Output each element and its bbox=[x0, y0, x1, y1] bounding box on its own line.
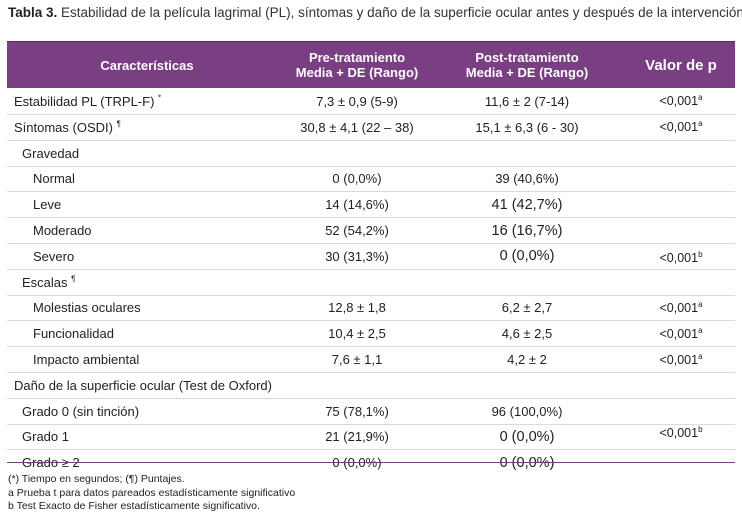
row-label: Grado 0 (sin tinción) bbox=[22, 403, 140, 419]
row-pre: 10,4 ± 2,5 bbox=[328, 326, 386, 342]
row-label: Severo bbox=[33, 248, 75, 264]
table-row: Gravedad bbox=[7, 141, 735, 167]
row-post: 0 (0,0%) bbox=[499, 248, 555, 265]
row-label: Grado 1 bbox=[22, 429, 69, 445]
row-post: 16 (16,7%) bbox=[491, 222, 563, 239]
caption-label: Tabla 3. bbox=[8, 5, 58, 20]
footnote-a: a Prueba t para datos pareados estadísti… bbox=[8, 486, 296, 499]
row-pre: 0 (0,0%) bbox=[332, 171, 382, 187]
table-row: Severo 30 (31,3%) 0 (0,0%) bbox=[7, 244, 735, 270]
table-row: Grado ≥ 2 0 (0,0%) 0 (0,0%) bbox=[7, 450, 735, 475]
row-label: Síntomas (OSDI) ¶ bbox=[14, 119, 121, 135]
header-pre: Pre-tratamiento Media + DE (Rango) bbox=[287, 42, 427, 88]
table-row: Daño de la superficie ocular (Test de Ox… bbox=[7, 373, 735, 399]
table-row: Escalas ¶ bbox=[7, 270, 735, 296]
header-post-line2: Media + DE (Rango) bbox=[465, 65, 589, 80]
table-row: Normal 0 (0,0%) 39 (40,6%) bbox=[7, 167, 735, 193]
row-pre: 52 (54,2%) bbox=[325, 223, 389, 239]
row-post: 39 (40,6%) bbox=[495, 171, 559, 187]
merged-pvalue-gravedad: <0,001b bbox=[659, 249, 703, 265]
row-pre: 75 (78,1%) bbox=[325, 403, 389, 419]
row-pre: 30 (31,3%) bbox=[325, 248, 389, 264]
footnote-symbols: (*) Tiempo en segundos; (¶) Puntajes. bbox=[8, 473, 185, 485]
row-pvalue: <0,001a bbox=[659, 119, 703, 135]
row-post: 0 (0,0%) bbox=[499, 428, 555, 445]
row-pvalue: <0,001a bbox=[659, 92, 703, 108]
row-label: Escalas ¶ bbox=[22, 274, 76, 290]
table-body: Estabilidad PL (TRPL-F) * 7,3 ± 0,9 (5-9… bbox=[7, 88, 735, 475]
row-pre: 7,6 ± 1,1 bbox=[331, 352, 383, 368]
row-label: Impacto ambiental bbox=[33, 352, 140, 368]
table-caption: Tabla 3. Estabilidad de la película lagr… bbox=[8, 5, 742, 20]
table-row: Leve 14 (14,6%) 41 (42,7%) bbox=[7, 192, 735, 219]
header-post-line1: Post-tratamiento bbox=[475, 50, 579, 65]
row-pre: 21 (21,9%) bbox=[325, 429, 389, 445]
row-label: Normal bbox=[33, 171, 75, 187]
row-pre: 12,8 ± 1,8 bbox=[328, 300, 386, 316]
header-pre-line2: Media + DE (Rango) bbox=[295, 65, 419, 80]
row-label: Molestias oculares bbox=[33, 300, 141, 316]
row-label: Funcionalidad bbox=[33, 326, 114, 342]
table-row: Síntomas (OSDI) ¶ 30,8 ± 4,1 (22 – 38) 1… bbox=[7, 115, 735, 141]
table-header: Características Pre-tratamiento Media + D… bbox=[7, 41, 735, 88]
results-table: Características Pre-tratamiento Media + D… bbox=[7, 41, 735, 475]
table-row: Funcionalidad 10,4 ± 2,5 4,6 ± 2,5 <0,00… bbox=[7, 321, 735, 348]
row-label: Gravedad bbox=[22, 145, 80, 161]
row-label: Moderado bbox=[33, 223, 92, 239]
table-row: Molestias oculares 12,8 ± 1,8 6,2 ± 2,7 … bbox=[7, 296, 735, 322]
table-row: Grado 0 (sin tinción) 75 (78,1%) 96 (100… bbox=[7, 399, 735, 425]
table-row: Moderado 52 (54,2%) 16 (16,7%) bbox=[7, 218, 735, 244]
row-post: 4,6 ± 2,5 bbox=[501, 326, 553, 342]
footnote-b: b Test Exacto de Fisher estadísticamente… bbox=[8, 500, 260, 512]
header-pvalue: Valor de p bbox=[645, 56, 717, 74]
row-post: 11,6 ± 2 (7-14) bbox=[484, 93, 570, 109]
row-pvalue: <0,001a bbox=[659, 325, 703, 341]
table-row: Impacto ambiental 7,6 ± 1,1 4,2 ± 2 <0,0… bbox=[7, 347, 735, 373]
row-post: 15,1 ± 6,3 (6 - 30) bbox=[475, 119, 579, 135]
header-characteristics: Características bbox=[100, 57, 194, 73]
table-footnotes: (*) Tiempo en segundos; (¶) Puntajes. a … bbox=[8, 473, 295, 514]
row-label: Estabilidad PL (TRPL-F) * bbox=[14, 93, 162, 109]
row-post: 6,2 ± 2,7 bbox=[501, 300, 553, 316]
row-pre: 14 (14,6%) bbox=[325, 197, 389, 213]
row-label: Daño de la superficie ocular (Test de Ox… bbox=[14, 377, 272, 393]
row-pre: 30,8 ± 4,1 (22 – 38) bbox=[300, 119, 414, 135]
row-pvalue: <0,001a bbox=[659, 299, 703, 315]
row-post: 4,2 ± 2 bbox=[507, 352, 547, 368]
header-post: Post-tratamiento Media + DE (Rango) bbox=[427, 42, 627, 88]
row-post: 96 (100,0%) bbox=[491, 403, 563, 419]
caption-text: Estabilidad de la película lagrimal (PL)… bbox=[57, 5, 742, 20]
row-pre: 7,3 ± 0,9 (5-9) bbox=[316, 93, 398, 109]
table-row: Grado 1 21 (21,9%) 0 (0,0%) bbox=[7, 425, 735, 451]
row-pvalue: <0,001a bbox=[659, 351, 703, 367]
table-row: Estabilidad PL (TRPL-F) * 7,3 ± 0,9 (5-9… bbox=[7, 88, 735, 115]
merged-pvalue-oxford: <0,001b bbox=[659, 424, 703, 440]
row-post: 41 (42,7%) bbox=[491, 196, 563, 213]
row-label: Leve bbox=[33, 197, 62, 213]
table-bottom-rule bbox=[7, 462, 735, 463]
header-pre-line1: Pre-tratamiento bbox=[308, 50, 406, 65]
